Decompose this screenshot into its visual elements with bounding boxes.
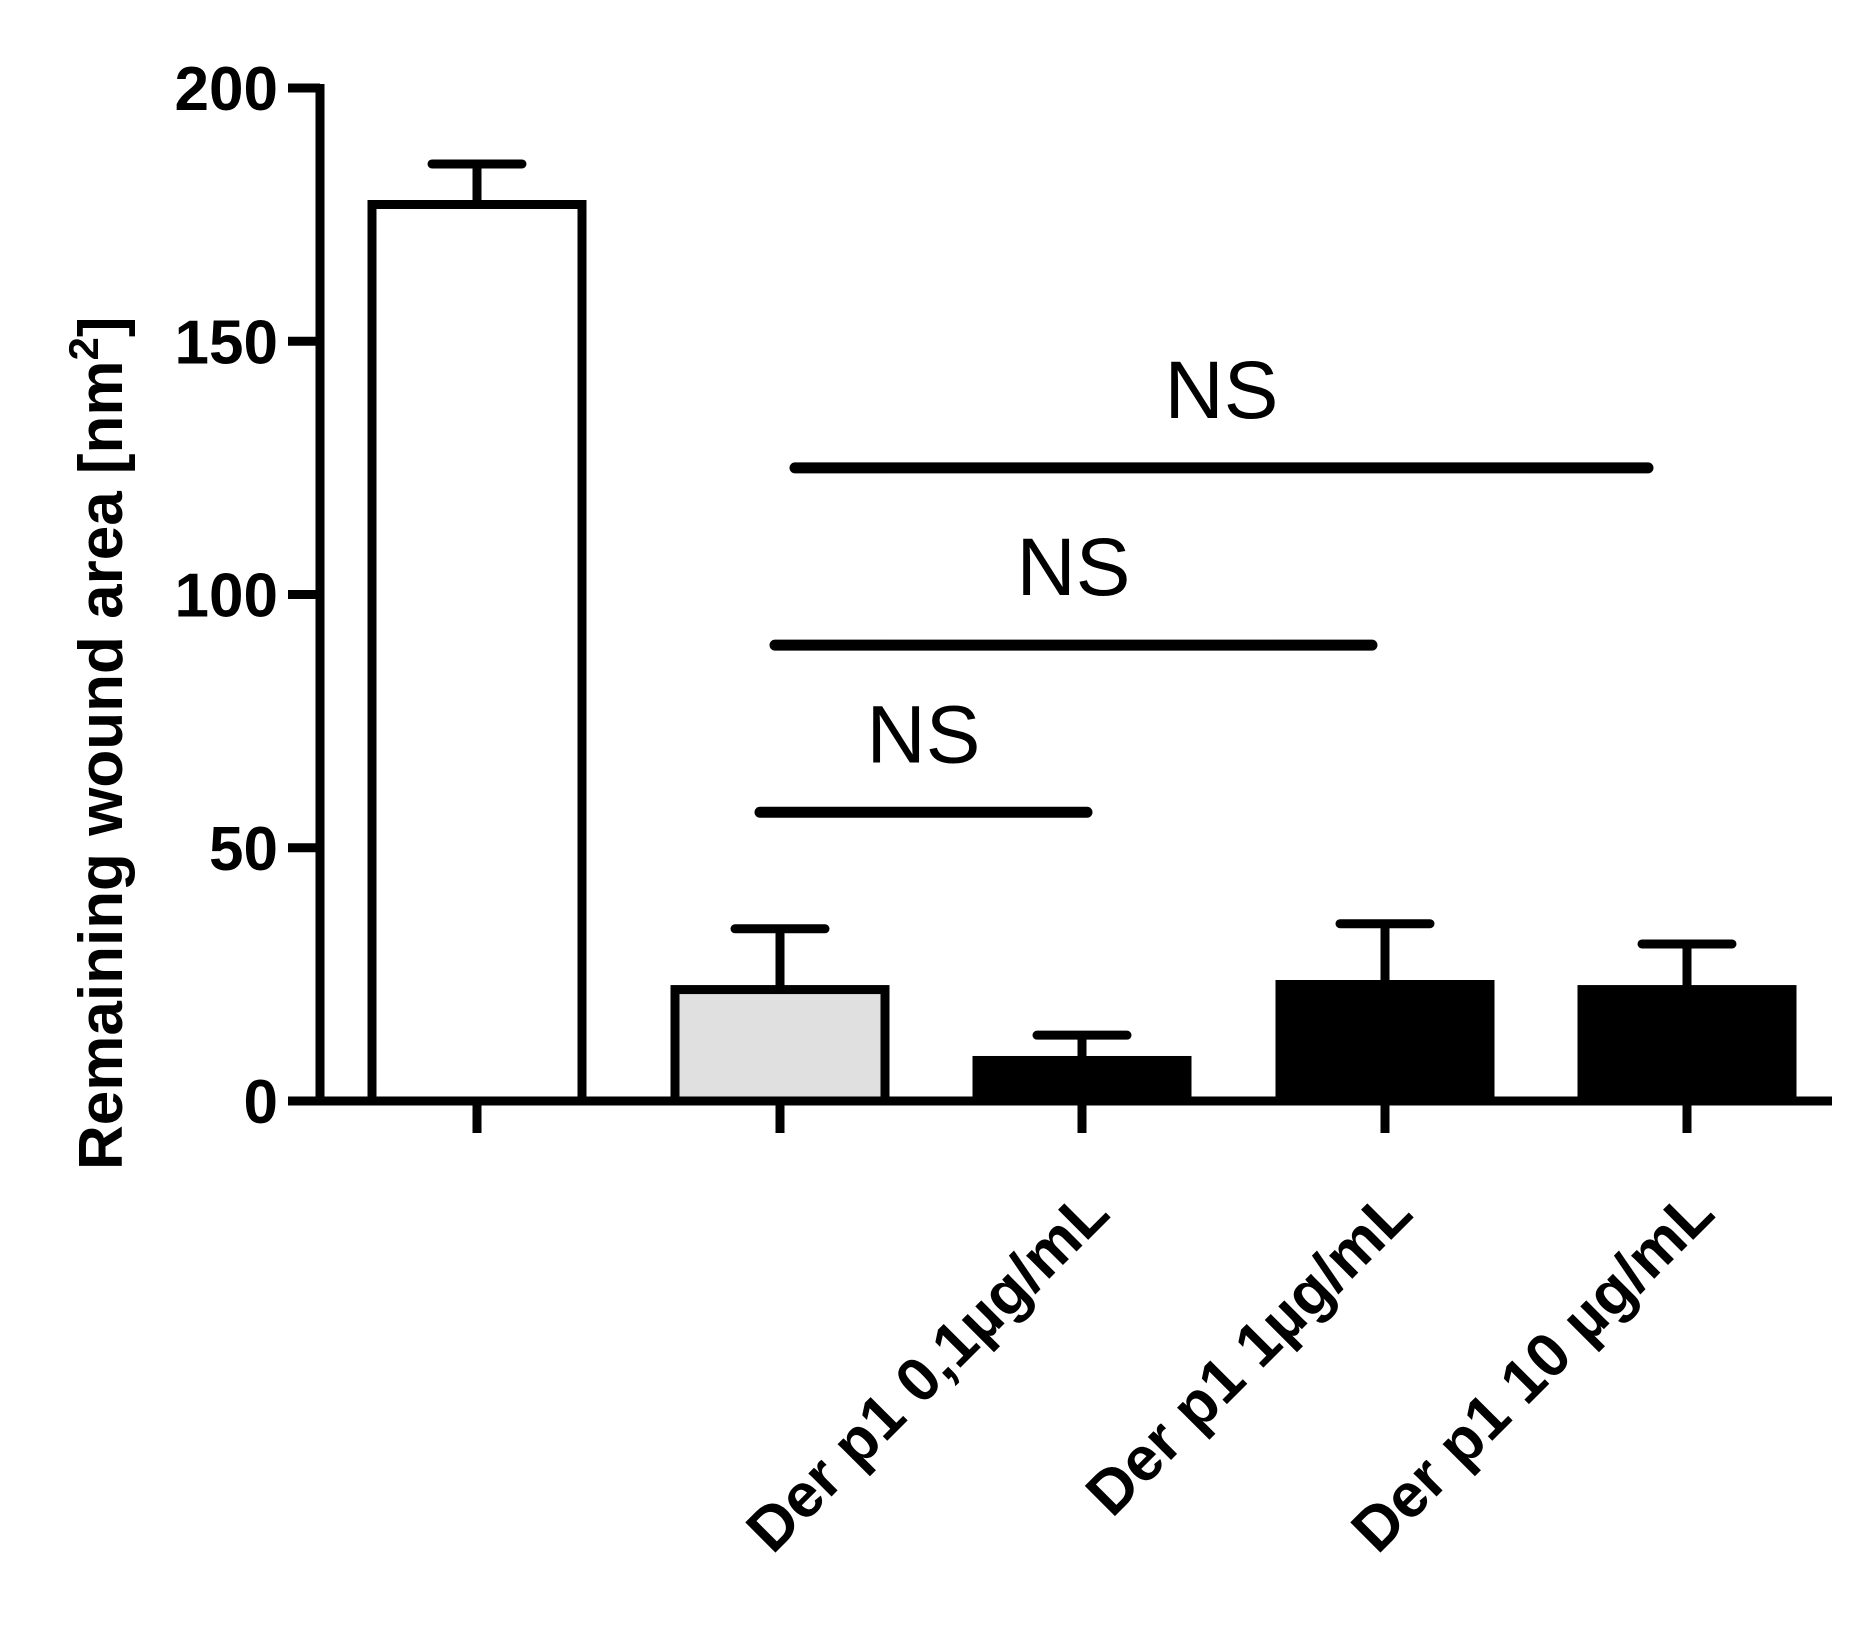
y-tick-label: 100	[175, 562, 278, 631]
bar	[1577, 985, 1797, 1106]
significance-label: NS	[867, 689, 981, 780]
significance-label: NS	[1017, 522, 1131, 613]
bars	[367, 199, 1797, 1106]
y-tick-label: 200	[175, 55, 278, 124]
bar	[972, 1055, 1192, 1106]
y-axis-label-suffix: ]	[67, 316, 136, 337]
x-tick-label: Der p1 0,1µg/mL	[734, 1177, 1122, 1565]
y-tick-label: 150	[175, 308, 278, 377]
bar	[1275, 980, 1495, 1106]
significance-brackets: NS NS NS	[754, 345, 1654, 818]
y-tick-label: 50	[209, 815, 278, 884]
y-axis-label-superscript: 2	[60, 337, 107, 360]
y-axis-label-main: Remaining wound area [nm	[67, 360, 136, 1170]
bar	[670, 985, 890, 1106]
error-bars	[427, 159, 1737, 1061]
significance-label: NS	[1165, 345, 1279, 436]
y-axis: 0 50 100 150 200	[175, 55, 325, 1137]
y-tick-label: 0	[244, 1068, 278, 1137]
x-tick-label: Der p1 1µg/mL	[1073, 1177, 1425, 1529]
bar	[367, 199, 587, 1106]
y-axis-label: Remaining wound area [nm2]	[60, 316, 136, 1170]
